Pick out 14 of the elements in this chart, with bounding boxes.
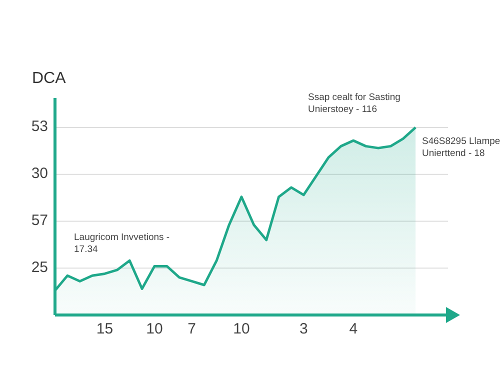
x-tick-label: 15 (96, 320, 114, 338)
text: 25 (30, 259, 48, 278)
text: 53 (30, 118, 48, 136)
text: Ssap cealt for Sasting Unierstoey - 116 (308, 92, 402, 116)
x-tick-label: 10 (146, 320, 163, 338)
text: 57 (30, 212, 48, 230)
x-tick-label: 7 (188, 320, 196, 338)
text: 30 (30, 165, 48, 184)
y-axis-title: DCA (32, 70, 66, 88)
x-tick-label: 3 (299, 320, 308, 338)
x-tick-label: 10 (233, 320, 250, 338)
x-tick-label: 4 (349, 320, 358, 338)
annotation: Laugricom Invvetions - 17.34 (74, 232, 171, 256)
text: S46S8295 Llampe Unierttend - 18 (422, 136, 500, 160)
